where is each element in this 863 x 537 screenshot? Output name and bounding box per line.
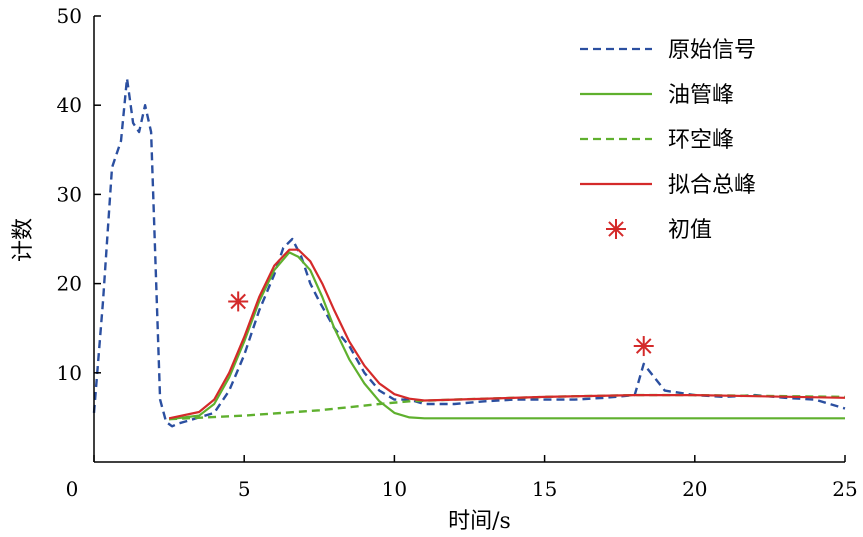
x-axis-label: 时间/s (448, 509, 511, 534)
series-line-2 (168, 251, 845, 421)
initial-value-marker-1 (228, 291, 249, 312)
plot-area (92, 77, 846, 428)
legend-label-4: 拟合总峰 (668, 173, 756, 198)
series-line-4 (168, 248, 846, 420)
y-tick-label: 30 (57, 182, 82, 206)
x-tick-label: 0 (66, 477, 79, 501)
y-tick-label: 10 (57, 361, 82, 385)
x-tick-label: 15 (532, 477, 557, 501)
legend-swatch-marker (606, 219, 626, 239)
legend-label-marker: 初值 (668, 218, 712, 243)
x-tick-label: 20 (682, 477, 707, 501)
axes: 0 5 10 15 20 25 10 20 30 40 50 时间/s 计数 (11, 4, 858, 534)
x-tick-label: 10 (382, 477, 407, 501)
legend-label-1: 原始信号 (668, 38, 756, 63)
y-tick-label: 40 (57, 93, 82, 117)
legend-label-3: 环空峰 (668, 128, 734, 153)
y-axis-label: 计数 (11, 218, 36, 262)
legend-label-2: 油管峰 (668, 83, 734, 108)
x-tick-label: 5 (238, 477, 251, 501)
initial-value-marker-2 (633, 336, 654, 357)
y-tick-label: 50 (57, 4, 82, 28)
x-tick-label: 25 (832, 477, 857, 501)
y-tick-label: 20 (57, 272, 82, 296)
